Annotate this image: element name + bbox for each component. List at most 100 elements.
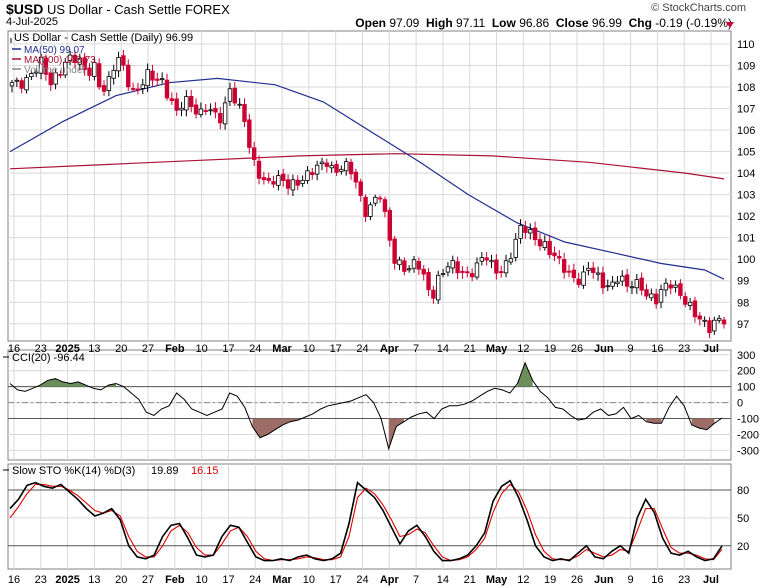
x-tick-label-bottom: 2025 [55,574,79,586]
candle-body [450,260,455,269]
panel-frame-p2 [7,349,732,461]
x-tick-label-bottom: 9 [628,574,634,586]
x-tick-label: 17 [330,343,342,355]
candle-body [387,209,392,241]
x-tick-label-bottom: 13 [88,574,100,586]
candle-body [600,272,606,289]
candle-body [111,69,116,79]
x-tick-label-bottom: 10 [303,574,315,586]
price-y-tick: 100 [737,254,755,266]
price-y-tick: 104 [737,168,755,180]
candle-body [716,317,722,321]
x-tick-label: 7 [413,343,419,355]
candle-body [310,172,315,176]
candle-body [411,259,417,269]
x-tick-label: 9 [628,343,634,355]
price-y-tick: 101 [737,233,755,245]
candle-body [634,279,640,289]
candle-body [276,175,281,186]
candle-body [218,112,223,124]
candle-body [620,275,625,282]
candle-body [707,320,712,334]
candle-body [644,289,649,297]
candle-body [281,173,286,181]
candle-body [397,259,402,266]
candle-body [692,300,698,318]
symbol-ticker: $USD [6,1,44,17]
candle-body [697,315,702,320]
candle-body [43,57,49,75]
cci-y-tick: -100 [737,414,759,426]
sto-y-tick: 80 [737,485,749,497]
down-arrow-icon [726,22,734,28]
candle-body [290,179,296,191]
candle-body [571,269,577,279]
panel-frame-p1 [7,30,732,342]
candle-body [242,103,247,123]
x-tick-label: 17 [222,343,234,355]
price-y-tick: 103 [737,190,755,202]
candle-body [256,160,262,179]
candle-body [38,56,44,74]
candle-body [663,282,669,291]
candle-body [34,71,39,74]
candle-body [469,273,475,278]
candle-body [208,109,213,112]
candle-body [498,271,504,274]
candle-body [702,319,707,322]
candle-body [193,104,199,115]
x-tick-label-bottom: 17 [330,574,342,586]
brand-label[interactable]: © StockCharts.com [651,2,746,14]
cci-y-tick: -300 [737,445,759,457]
candle-body [130,88,136,90]
x-tick-label-bottom: Mar [272,574,292,586]
candle-body [566,270,572,273]
x-tick-label-bottom: 10 [196,574,208,586]
candle-body [421,268,426,275]
x-tick-label: 24 [356,343,368,355]
candle-body [474,262,480,278]
candle-body [48,72,53,86]
cci-positive-fill [517,362,533,387]
x-tick-label: 27 [142,343,154,355]
candle-body [300,179,305,184]
candle-body [513,238,518,258]
candle-body [523,226,528,233]
candle-body [363,196,368,218]
candle-body [426,271,431,291]
price-y-tick: 108 [737,82,755,94]
candle-body [19,80,24,89]
x-tick-label: 26 [571,343,583,355]
x-tick-label-bottom: May [486,574,508,586]
x-tick-label: Apr [380,343,400,355]
x-tick-label: 13 [88,343,100,355]
candle-body [615,281,620,285]
candle-body [63,61,68,76]
candle-body [436,274,441,301]
candle-body [712,319,717,332]
candle-body [145,69,150,87]
candle-body [305,170,310,181]
cci-negative-fill [388,418,404,449]
candle-body [610,281,615,287]
price-y-tick: 106 [737,125,755,137]
candle-body [116,56,121,72]
cci-title: CCI(20) -96.44 [12,352,85,364]
sto-y-tick: 50 [737,513,749,525]
candle-body [402,260,407,272]
candle-body [581,271,586,286]
x-tick-label: Feb [165,343,185,355]
candle-body [494,259,499,274]
x-tick-label-bottom: Apr [380,574,400,586]
x-tick-label-bottom: 21 [464,574,476,586]
x-tick-label: 14 [437,343,449,355]
candle-body [58,74,63,76]
candle-body [174,98,179,111]
candle-body [358,181,363,196]
candle-body [542,241,547,248]
x-tick-label-bottom: 16 [8,574,20,586]
cci-line [9,361,723,451]
candle-body [465,271,470,274]
x-tick-label-bottom: 23 [678,574,690,586]
